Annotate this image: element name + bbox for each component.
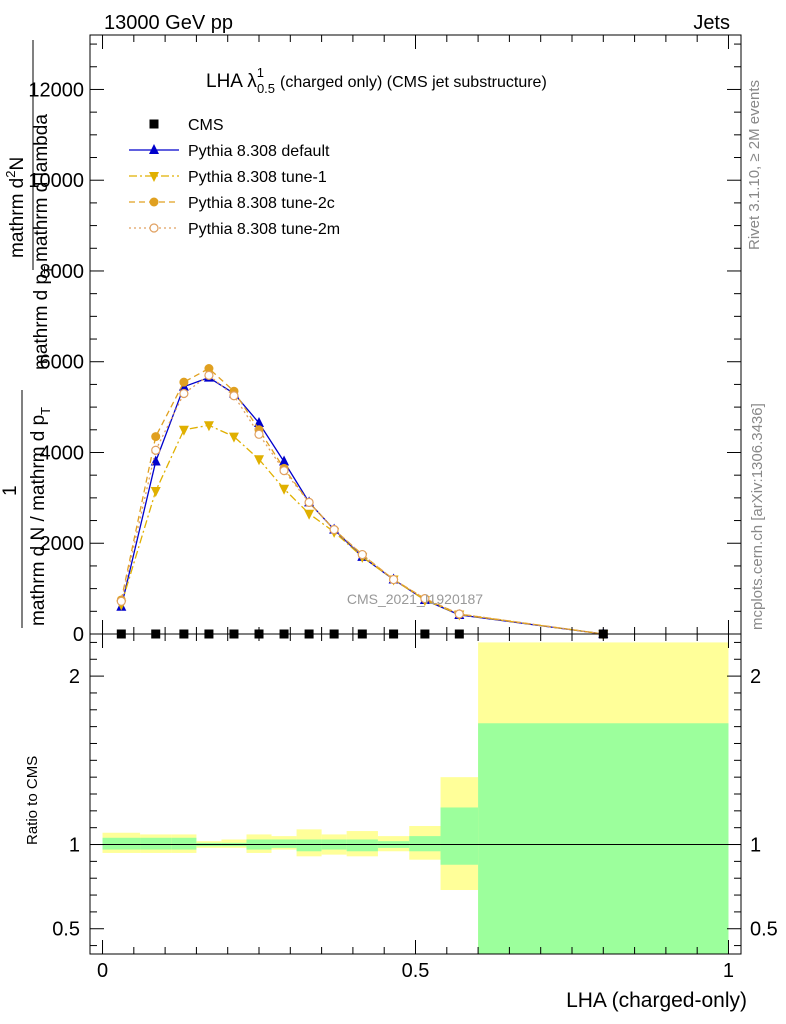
point-pythia-8-308-tune-1 [150,487,161,498]
point-pythia-8-308-tune-1 [254,455,265,466]
series-line-pythia-8-308-tune-2m [120,374,604,635]
point-pythia-8-308-default [254,416,265,427]
point-pythia-8-308-tune-1 [304,509,315,520]
ratio-band-stat [409,836,441,852]
ytick-label: 10000 [28,170,84,192]
ytick-label: 6000 [40,352,85,374]
legend-label-pythia-8-308-tune-2c: Pythia 8.308 tune-2c [188,195,335,212]
point-pythia-8-308-tune-2m [388,574,399,585]
point-pythia-8-308-tune-2m [254,429,264,439]
point-pythia-8-308-tune-2m [204,370,214,380]
legend-marker-pythia-8-308-default [149,144,159,154]
ratio-band-stat [478,723,729,954]
rivet-label: Rivet 3.1.10, ≥ 2M events [746,80,763,250]
point-pythia-8-308-tune-2m [151,445,161,455]
point-pythia-8-308-tune-2m [229,391,239,401]
ratio-band-stat [296,839,322,852]
ratio-xtick-label: 1 [723,960,734,982]
point-pythia-8-308-tune-2c [179,377,189,387]
point-pythia-8-308-tune-2m [454,609,464,619]
series-line-pythia-8-308-tune-2c [120,367,604,635]
ratio-band-stat [171,837,197,850]
ratio-xlabel: LHA (charged-only) [566,989,747,1012]
main-title: LHA λ1 0.5 (charged only) (CMS jet substru… [206,65,547,96]
legend-marker-pythia-8-308-tune-1 [149,172,159,182]
legend: CMS Pythia 8.308 default Pythia 8.308 tune… [129,117,340,238]
series-line-pythia-8-308-tune-1 [120,424,604,635]
legend-label-cms: CMS [188,117,224,134]
ylabel-denominator: mathrm d pTmathrm d lambda [31,114,56,370]
ylabel-fraction-num: 1 [0,485,21,496]
ratio-band-stat [440,807,479,865]
ytick-label: 8000 [40,261,85,283]
point-pythia-8-308-tune-2c [151,432,161,442]
legend-label-pythia-8-308-default: Pythia 8.308 default [188,143,330,160]
ytick-label: 2000 [40,533,85,555]
ytick-label: 4000 [40,442,85,464]
main-panel: 0 2000 4000 6000 8000 10000 12000 LHA λ1 0.5 (ch… [0,34,742,646]
point-pythia-8-308-tune-1 [228,432,239,443]
point-pythia-8-308-tune-1 [178,425,189,436]
point-pythia-8-308-tune-2m [116,596,126,606]
ratio-ytick-label: 0.5 [52,919,80,941]
legend-label-pythia-8-308-tune-2m: Pythia 8.308 tune-2m [188,221,340,238]
point-pythia-8-308-tune-2m [329,525,339,535]
point-pythia-8-308-tune-1 [279,484,290,495]
ratio-band-stat [140,837,172,850]
ylabel-numerator: mathrm d2N [3,157,28,258]
point-pythia-8-308-tune-2m [420,594,430,604]
ratio-ytick-label: 2 [69,666,80,688]
point-pythia-8-308-tune-2m [179,388,189,399]
ratio-ytick-label: 1 [69,835,80,857]
legend-marker-pythia-8-308-tune-2c [149,197,159,207]
ratio-ytick-label-right: 2 [750,666,761,688]
main-marks [116,364,609,640]
header-left: 13000 GeV pp [104,12,233,34]
legend-marker-pythia-8-308-tune-2m [149,223,159,233]
ratio-band-stat [271,839,297,848]
ratio-ytick-label-right: 0.5 [750,919,778,941]
ratio-ytick-label-right: 1 [750,835,761,857]
point-pythia-8-308-tune-2m [357,549,367,560]
main-ticks: 0 2000 4000 6000 8000 10000 12000 [28,35,741,646]
ratio-ylabel: Ratio to CMS [24,756,41,845]
ratio-bands [102,642,729,954]
ratio-ticks: 0.5 0.5 1 1 2 2 0 0.5 1 [52,634,778,982]
ylabel-fraction-den: mathrm d N / mathrm d pT [28,407,53,626]
point-pythia-8-308-tune-2c [204,364,214,374]
watermark: CMS_2021_I1920187 [347,591,483,607]
ratio-band-stat [346,839,378,852]
ytick-label: 0 [73,624,84,646]
ratio-panel: 0.5 0.5 1 1 2 2 0 0.5 1 Ratio to CMS LHA (charge… [24,633,778,1012]
point-pythia-8-308-tune-1 [203,421,214,432]
ytick-label: 12000 [28,79,84,101]
mcplots-label: mcplots.cern.ch [arXiv:1306.3436] [749,403,766,630]
ratio-xtick-label: 0 [97,960,108,982]
legend-label-pythia-8-308-tune-1: Pythia 8.308 tune-1 [188,169,327,186]
legend-marker-cms [149,119,159,129]
point-pythia-8-308-default [279,455,290,466]
ratio-band-stat [102,837,141,850]
ratio-xtick-label: 0.5 [402,960,430,982]
point-pythia-8-308-tune-2m [279,466,289,476]
point-pythia-8-308-tune-2m [304,497,314,508]
main-ylabel: mathrm d2N mathrm d pTmathrm d lambda 1 … [0,40,56,628]
header-right: Jets [693,12,730,34]
